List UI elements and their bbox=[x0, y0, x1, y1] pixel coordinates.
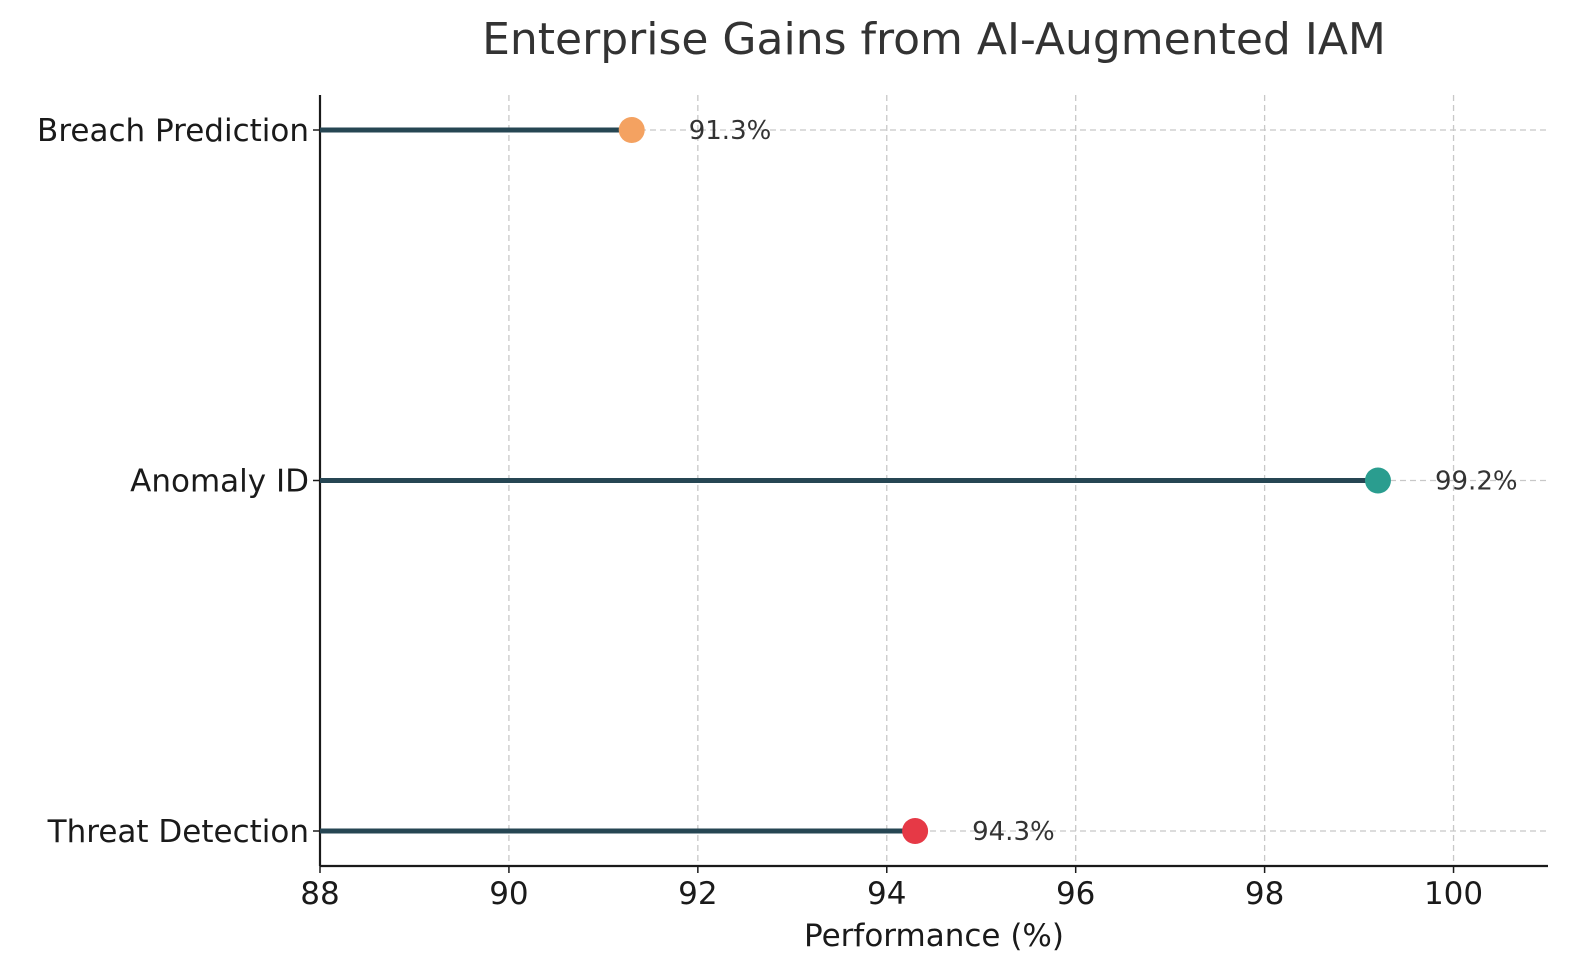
value-label: 99.2% bbox=[1435, 467, 1518, 497]
x-tick-label: 92 bbox=[678, 876, 717, 912]
x-tick-label: 100 bbox=[1424, 876, 1483, 912]
marks-layer: 94.3% 99.2% 91.3% bbox=[320, 116, 1518, 847]
x-tick-label: 94 bbox=[867, 876, 906, 912]
x-axis-title: Performance (%) bbox=[804, 918, 1064, 954]
chart-title: Enterprise Gains from AI-Augmented IAM bbox=[482, 14, 1386, 65]
category-label: Anomaly ID bbox=[130, 464, 309, 500]
value-label: 91.3% bbox=[689, 116, 772, 146]
x-tick-label: 96 bbox=[1056, 876, 1095, 912]
lollipop-point bbox=[902, 818, 929, 844]
axes-layer: 88 90 92 94 96 98 100 Threat Detection Anomaly I… bbox=[37, 95, 1548, 912]
value-label: 94.3% bbox=[972, 817, 1055, 847]
x-tick-label: 98 bbox=[1245, 876, 1284, 912]
x-tick-label: 88 bbox=[300, 876, 339, 912]
category-label: Threat Detection bbox=[47, 814, 309, 850]
lollipop-point bbox=[1364, 467, 1391, 494]
lollipop-point bbox=[618, 117, 645, 143]
category-label: Breach Prediction bbox=[37, 113, 309, 149]
x-tick-label: 90 bbox=[489, 876, 528, 912]
